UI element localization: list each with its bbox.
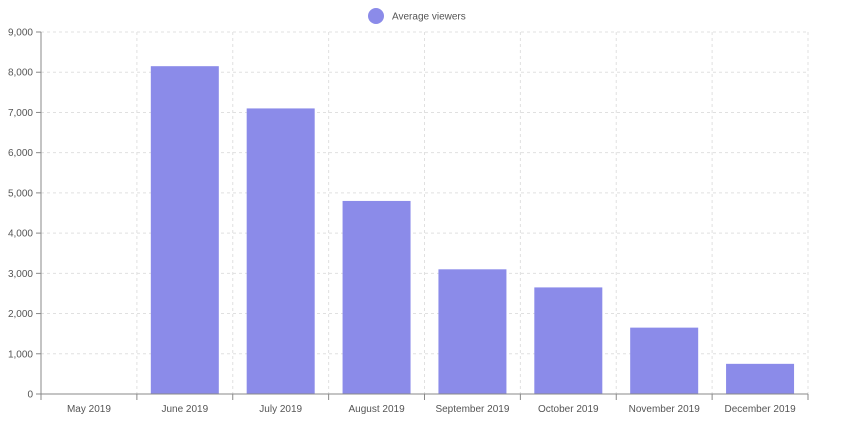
y-tick-label: 0 xyxy=(27,390,33,401)
bars xyxy=(150,66,795,394)
y-tick-label: 9,000 xyxy=(8,28,33,39)
x-tick-label: May 2019 xyxy=(67,404,111,415)
x-tick-label: June 2019 xyxy=(161,404,208,415)
y-tick-label: 4,000 xyxy=(8,229,33,240)
x-axis-ticks: May 2019 June 2019 July 2019 August 2019 Sep… xyxy=(40,394,809,415)
bar[interactable] xyxy=(150,66,219,394)
y-axis-ticks: 0 1,000 2,000 3,000 4,000 5,000 6,000 7,000 8,00… xyxy=(8,28,41,401)
y-tick-label: 2,000 xyxy=(8,309,33,320)
bar[interactable] xyxy=(534,287,603,394)
x-tick-label: November 2019 xyxy=(629,404,701,415)
y-tick-label: 3,000 xyxy=(8,269,33,280)
x-tick-label: December 2019 xyxy=(724,404,796,415)
x-tick-label: August 2019 xyxy=(348,404,405,415)
bar[interactable] xyxy=(726,363,795,394)
bar[interactable] xyxy=(342,200,411,394)
legend[interactable]: Average viewers xyxy=(368,8,466,24)
legend-label[interactable]: Average viewers xyxy=(392,12,466,23)
bar[interactable] xyxy=(246,108,315,394)
bar[interactable] xyxy=(438,269,507,394)
y-tick-label: 5,000 xyxy=(8,188,33,199)
bar[interactable] xyxy=(630,327,699,394)
x-tick-label: July 2019 xyxy=(259,404,302,415)
x-tick-label: September 2019 xyxy=(435,404,509,415)
legend-marker[interactable] xyxy=(368,8,384,24)
y-tick-label: 6,000 xyxy=(8,148,33,159)
y-tick-label: 8,000 xyxy=(8,68,33,79)
y-tick-label: 1,000 xyxy=(8,349,33,360)
x-tick-label: October 2019 xyxy=(538,404,599,415)
y-tick-label: 7,000 xyxy=(8,108,33,119)
